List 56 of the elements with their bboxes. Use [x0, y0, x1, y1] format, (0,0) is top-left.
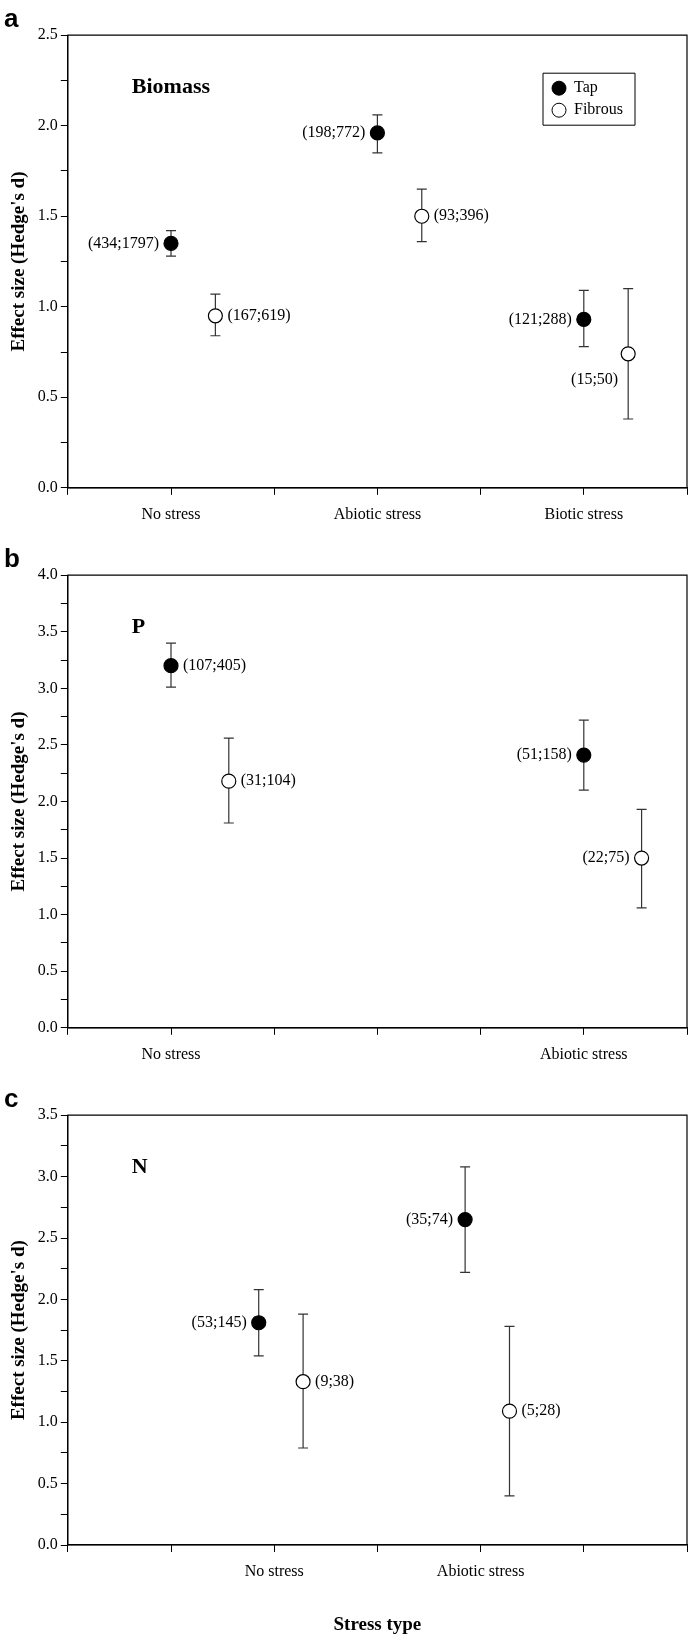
- y-tick-label: 2.5: [37, 25, 58, 43]
- data-label: (167;619): [227, 306, 291, 325]
- y-tick-label: 0.5: [37, 961, 58, 979]
- data-label: (53;145): [191, 1312, 247, 1331]
- y-tick-label: 0.5: [37, 1473, 58, 1491]
- data-label: (31;104): [240, 771, 296, 790]
- data-label: (107;405): [183, 655, 247, 674]
- x-tick-label: No stress: [141, 504, 201, 522]
- x-tick-label: No stress: [141, 1044, 201, 1062]
- y-tick-label: 0.0: [37, 1535, 58, 1553]
- x-tick-label: Abiotic stress: [436, 1561, 525, 1579]
- annotation: Biomass: [131, 72, 211, 98]
- chart-title: b: [4, 542, 20, 573]
- chart-title: a: [4, 2, 19, 33]
- y-tick-label: 3.5: [37, 621, 58, 639]
- data-label: (5;28): [521, 1401, 561, 1420]
- y-tick-label: 3.0: [37, 1166, 58, 1184]
- y-tick-label: 1.5: [37, 1351, 58, 1368]
- y-tick-label: 4.0: [37, 565, 58, 583]
- y-tick-label: 1.5: [37, 206, 58, 224]
- data-label: (15;50): [571, 370, 619, 389]
- y-tick-label: 2.0: [37, 1289, 58, 1307]
- x-tick-label: Abiotic stress: [333, 504, 422, 522]
- data-label: (22;75): [582, 848, 630, 867]
- data-label: (51;158): [516, 745, 572, 764]
- data-label: (93;396): [433, 206, 489, 225]
- y-tick-label: 2.0: [37, 115, 58, 133]
- y-axis-title: Effect size (Hedge's d): [7, 711, 30, 892]
- legend-label: Tap: [574, 78, 598, 97]
- y-tick-label: 2.0: [37, 791, 58, 809]
- data-label: (434;1797): [87, 233, 159, 252]
- data-label: (9;38): [315, 1371, 355, 1390]
- y-tick-label: 0.0: [37, 1018, 58, 1035]
- y-tick-label: 2.5: [37, 1228, 58, 1246]
- x-axis-title: Stress type: [333, 1612, 422, 1634]
- x-tick-label: Biotic stress: [544, 504, 624, 522]
- x-tick-label: Abiotic stress: [540, 1044, 628, 1062]
- y-tick-label: 3.0: [37, 678, 58, 696]
- y-axis-title: Effect size (Hedge's d): [7, 1240, 30, 1421]
- data-label: (121;288): [508, 309, 572, 328]
- y-tick-label: 0.5: [37, 387, 58, 405]
- y-tick-label: 1.0: [37, 904, 58, 922]
- y-axis-title: Effect size (Hedge's d): [7, 171, 30, 352]
- annotation: N: [131, 1152, 148, 1178]
- data-label: (35;74): [406, 1209, 454, 1228]
- legend-label: Fibrous: [574, 100, 623, 118]
- y-tick-label: 1.5: [37, 848, 58, 866]
- data-label: (198;772): [302, 123, 366, 142]
- y-tick-label: 0.0: [37, 478, 58, 495]
- annotation: P: [131, 612, 146, 638]
- chart-title: c: [4, 1082, 19, 1113]
- y-tick-label: 1.0: [37, 296, 58, 314]
- y-tick-label: 2.5: [37, 735, 58, 753]
- y-tick-label: 3.5: [37, 1105, 58, 1123]
- y-tick-label: 1.0: [37, 1412, 58, 1430]
- x-tick-label: No stress: [244, 1561, 304, 1579]
